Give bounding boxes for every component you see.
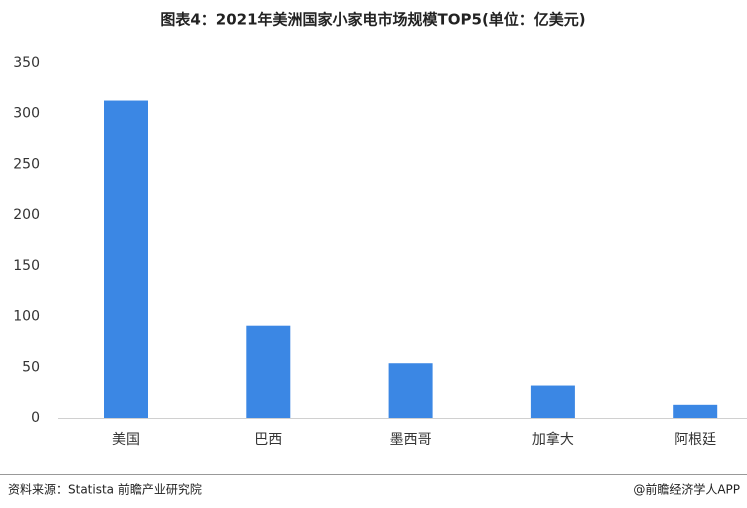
- x-tick-label: 阿根廷: [674, 432, 716, 448]
- y-tick-label: 350: [13, 55, 40, 71]
- bar: [246, 325, 291, 418]
- y-tick-label: 50: [22, 359, 40, 375]
- bar: [530, 385, 575, 418]
- chart-title: 图表4：2021年美洲国家小家电市场规模TOP5(单位：亿美元): [160, 11, 585, 29]
- y-tick-label: 200: [13, 207, 40, 223]
- x-tick-label: 美国: [112, 432, 140, 448]
- y-tick-label: 250: [13, 156, 40, 172]
- bar: [388, 363, 433, 418]
- y-tick-label: 100: [13, 309, 40, 325]
- bar: [104, 100, 148, 419]
- credit: @前瞻经济学人APP: [633, 482, 740, 497]
- bar: [673, 404, 718, 418]
- x-tick-label: 加拿大: [532, 431, 574, 448]
- x-tick-label: 巴西: [254, 432, 282, 448]
- source-note: 资料来源：Statista 前瞻产业研究院: [8, 482, 202, 497]
- y-tick-label: 150: [13, 258, 40, 274]
- y-tick-label: 0: [31, 410, 40, 426]
- y-tick-label: 300: [13, 106, 40, 122]
- x-tick-label: 墨西哥: [390, 432, 432, 448]
